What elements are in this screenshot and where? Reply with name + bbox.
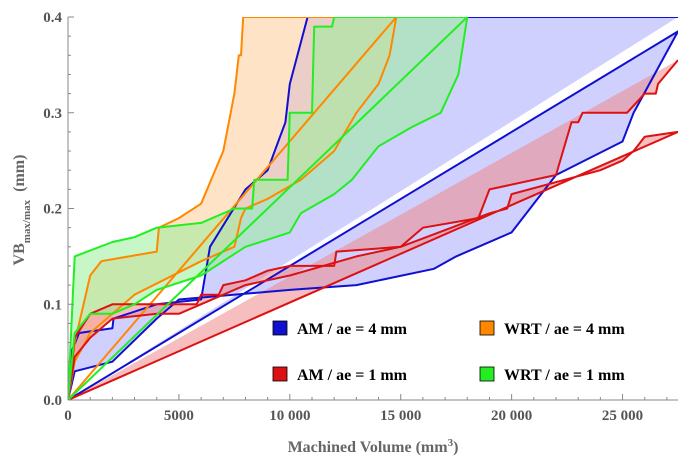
x-tick-label: 5000 <box>164 408 194 424</box>
series-lines <box>68 17 678 400</box>
legend-swatch-wrt-ae-1-mm <box>479 366 495 382</box>
legend-label-wrt-ae-1-mm: WRT / ae = 1 mm <box>504 367 625 384</box>
lower-line-am-ae-1-mm <box>68 130 678 400</box>
x-tick-label: 0 <box>64 408 72 424</box>
x-tick-label: 20 000 <box>491 408 532 424</box>
y-tick-label: 0.2 <box>43 202 62 218</box>
ticks: 0 5000 10 000 15 000 20 000 25 000 0.0 0.1 0.2 0.… <box>43 10 668 424</box>
legend-swatch-am-ae-1-mm <box>272 366 288 382</box>
x-tick-label: 15 000 <box>380 408 421 424</box>
y-tick-label: 0.4 <box>43 10 62 26</box>
y-axis-title: VBmax/max (mm) <box>11 155 33 266</box>
series-areas <box>68 17 678 400</box>
y-tick-label: 0.0 <box>43 393 62 409</box>
y-tick-label: 0.3 <box>43 106 62 122</box>
x-tick-label: 25 000 <box>602 408 643 424</box>
upper-line-wrt-ae-1-mm <box>68 17 468 400</box>
lower-line-wrt-ae-1-mm <box>68 17 469 400</box>
band-am-ae-4-mm <box>68 17 678 400</box>
upper-line-wrt-ae-4-mm <box>68 17 397 400</box>
legend-swatch-wrt-ae-4-mm <box>479 320 495 336</box>
legend-label-wrt-ae-4-mm: WRT / ae = 4 mm <box>504 321 625 338</box>
x-tick-label: 10 000 <box>269 408 310 424</box>
legend-label-am-ae-4-mm: AM / ae = 4 mm <box>297 321 408 338</box>
legend-swatch-am-ae-4-mm <box>272 320 288 336</box>
legend-label-am-ae-1-mm: AM / ae = 1 mm <box>297 367 408 384</box>
upper-line-am-ae-1-mm <box>68 59 678 400</box>
x-axis-title: Machined Volume (mm3) <box>288 437 459 456</box>
legend: AM / ae = 4 mm WRT / ae = 4 mm AM / ae = 1… <box>272 320 625 384</box>
lower-line-am-ae-4-mm <box>68 30 678 400</box>
y-tick-label: 0.1 <box>43 297 62 313</box>
band-am-ae-1-mm <box>68 60 678 400</box>
